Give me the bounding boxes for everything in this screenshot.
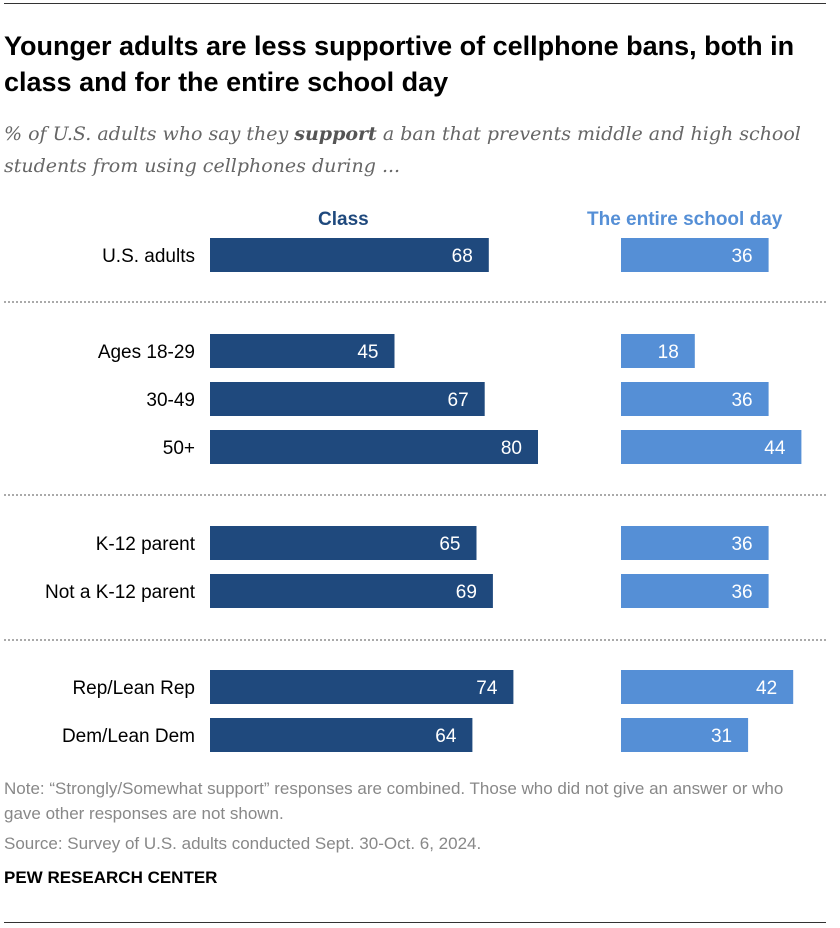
bar-class <box>210 526 477 560</box>
source: Source: Survey of U.S. adults conducted … <box>4 834 482 853</box>
category-label: Not a K-12 parent <box>45 582 196 603</box>
data-label: 18 <box>658 342 679 363</box>
data-label: 36 <box>731 390 752 411</box>
category-label: 50+ <box>163 438 195 459</box>
top-rule <box>4 3 826 4</box>
bar-entire-day <box>621 670 794 704</box>
category-label: Rep/Lean Rep <box>72 678 195 699</box>
subtitle-text: % of U.S. adults who say they <box>4 123 295 145</box>
chart-subtitle: % of U.S. adults who say they support a … <box>4 118 824 182</box>
data-label: 69 <box>456 582 477 603</box>
data-label: 67 <box>448 390 469 411</box>
bar-class <box>210 334 395 368</box>
data-label: 44 <box>764 438 786 459</box>
bar-class <box>210 382 485 416</box>
data-label: 36 <box>731 582 752 603</box>
category-label: 30-49 <box>146 390 195 411</box>
bar-entire-day <box>621 718 749 752</box>
column-header-entire-day: The entire school day <box>587 209 783 230</box>
bar-entire-day <box>621 238 769 272</box>
data-label: 74 <box>476 678 498 699</box>
bar-entire-day <box>621 574 769 608</box>
data-label: 31 <box>711 726 732 747</box>
data-label: 64 <box>435 726 457 747</box>
bottom-rule <box>4 922 826 923</box>
data-label: 68 <box>452 246 473 267</box>
bar-class <box>210 238 489 272</box>
column-header-class: Class <box>318 209 369 230</box>
bar-entire-day <box>621 334 695 368</box>
brand-logo-text: PEW RESEARCH CENTER <box>4 868 218 887</box>
data-label: 36 <box>731 246 752 267</box>
category-label: Dem/Lean Dem <box>62 726 195 747</box>
data-label: 42 <box>756 678 777 699</box>
category-label: Ages 18-29 <box>98 342 195 363</box>
note: Note: “Strongly/Somewhat support” respon… <box>4 779 784 823</box>
category-label: U.S. adults <box>102 246 195 267</box>
data-label: 80 <box>501 438 522 459</box>
subtitle-text-end: a ban that prevents middle and high scho… <box>4 123 801 177</box>
data-label: 65 <box>439 534 460 555</box>
data-label: 45 <box>357 342 378 363</box>
chart-title: Younger adults are less supportive of ce… <box>4 31 795 97</box>
bar-entire-day <box>621 382 769 416</box>
bar-class <box>210 670 514 704</box>
data-label: 36 <box>731 534 752 555</box>
bar-class <box>210 430 538 464</box>
bar-class <box>210 718 473 752</box>
bar-entire-day <box>621 430 802 464</box>
subtitle-emphasis: support <box>294 123 377 145</box>
bar-class <box>210 574 493 608</box>
bar-entire-day <box>621 526 769 560</box>
category-label: K-12 parent <box>96 534 196 555</box>
